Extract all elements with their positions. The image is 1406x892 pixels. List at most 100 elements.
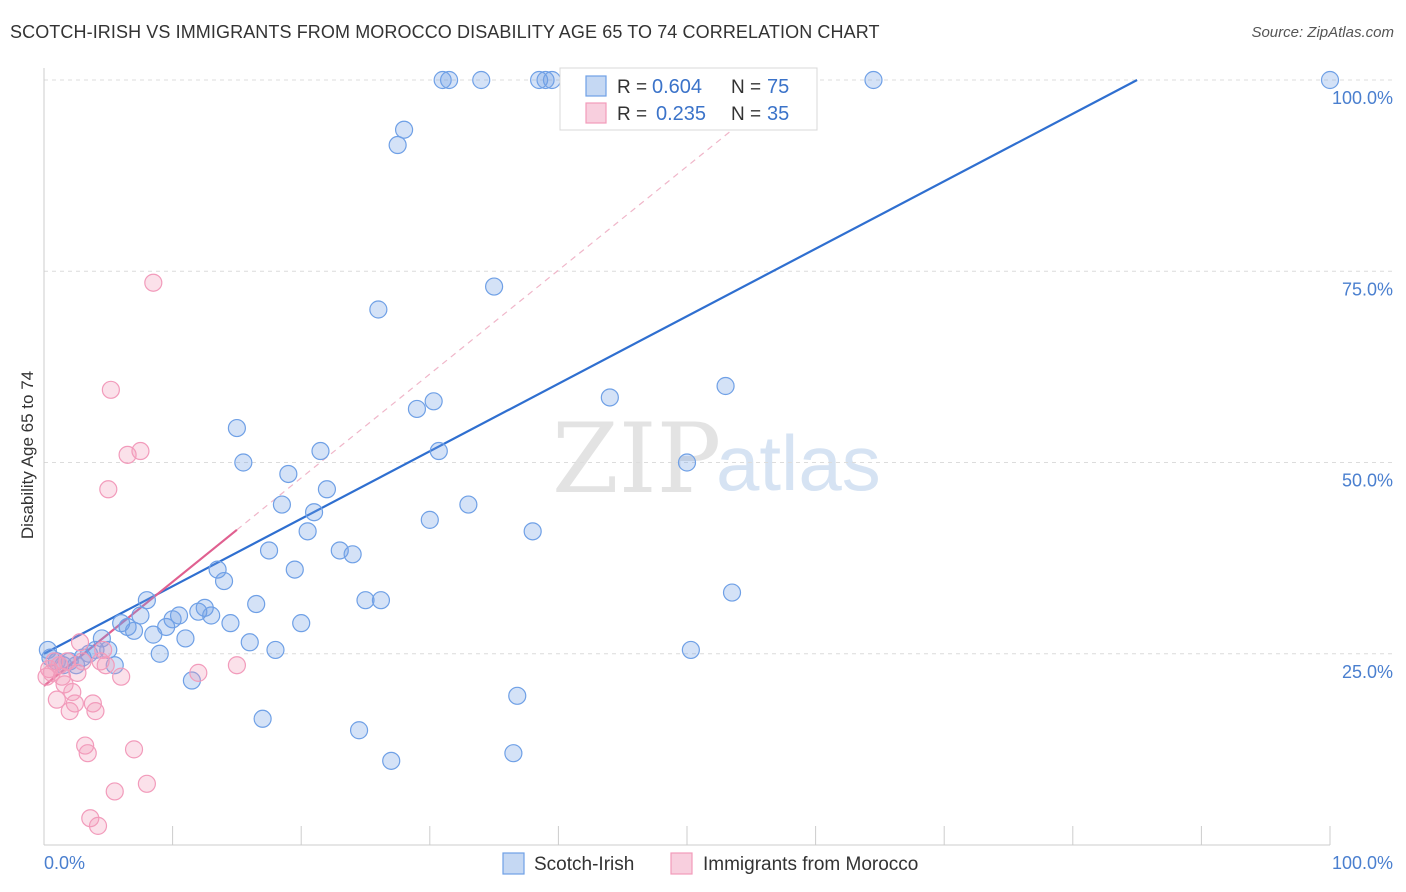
scotch-irish-point-69 [600,388,619,407]
scotch-irish-point-60 [459,495,478,514]
scotch-irish-point-48 [356,591,375,610]
morocco-point-2 [42,663,61,682]
scotch-irish-point-14 [124,621,144,640]
scotch-irish-point-39 [285,560,304,579]
legend-n-label-1: N = [731,77,761,98]
series-legend: Scotch-Irish Immigrants from Morocco [502,852,918,875]
legend-n-value-1: 75 [767,76,789,98]
series-1 [37,273,246,835]
morocco-point-8 [58,652,77,671]
scotch-irish-point-58 [433,70,452,90]
legend-r-value-1: 0.604 [652,76,702,98]
y-axis-label: Disability Age 65 to 74 [18,371,37,539]
scotch-irish-point-46 [343,545,362,564]
scotch-irish-point-59 [439,70,459,90]
y-tick-label-1: 75.0% [1342,279,1393,299]
scotch-irish-point-63 [504,744,523,763]
morocco-point-26 [105,782,124,801]
scotch-irish-point-8 [86,640,105,660]
scotch-irish-point-41 [298,522,317,541]
morocco-point-34 [227,656,246,675]
chart-title: SCOTCH-IRISH VS IMMIGRANTS FROM MOROCCO … [10,22,880,42]
morocco-point-20 [88,816,108,835]
scotch-irish-point-29 [221,614,240,633]
morocco-point-24 [99,480,118,499]
data-points [37,70,1340,835]
scotch-irish-point-31 [234,453,253,472]
morocco-point-33 [189,663,208,682]
x-tick-label-right: 100.0% [1332,853,1393,873]
scotch-irish-point-33 [247,594,266,614]
scotch-irish-point-27 [208,560,227,579]
scotch-irish-point-65 [523,522,542,541]
morocco-point-23 [96,656,115,675]
scotch-irish-point-70 [677,453,697,472]
correlation-legend: R = 0.604 N = 75 R = 0.235 N = 35 [559,67,818,131]
scotch-irish-point-18 [150,644,169,663]
legend-swatch-morocco [585,102,607,124]
scotch-irish-point-16 [137,591,156,610]
scotch-irish-point-62 [485,277,504,296]
morocco-point-32 [144,273,163,292]
scotch-irish-point-49 [369,300,388,319]
morocco-point-25 [101,380,120,399]
scotch-irish-point-68 [542,70,562,90]
scotch-irish-point-32 [240,633,259,652]
axes [43,68,1331,846]
scotch-irish-point-52 [388,135,407,155]
scotch-irish-point-64 [508,686,527,705]
scotch-irish-point-40 [292,614,311,633]
bottom-legend-label-scotch-irish: Scotch-Irish [534,854,634,875]
scotch-irish-point-36 [266,640,285,660]
morocco-point-13 [70,633,90,652]
watermark-zip: ZIP [552,403,721,515]
y-tick-label-3: 25.0% [1342,662,1393,682]
trend-line-0 [43,79,1138,655]
legend-n-value-2: 35 [767,103,789,125]
morocco-point-19 [86,702,105,721]
trend-extension-1 [236,113,752,531]
scotch-irish-point-51 [382,751,401,770]
trend-lines [43,79,1138,687]
legend-r-value-2: 0.235 [656,103,706,125]
scotch-irish-point-56 [424,392,443,411]
y-tick-label-2: 50.0% [1342,471,1393,491]
scotch-irish-point-44 [317,480,337,499]
gridlines [44,79,1392,655]
scotch-irish-point-55 [420,510,439,529]
legend-r-label-2: R = [617,104,647,125]
scotch-irish-point-15 [131,606,150,625]
scotch-irish-point-38 [279,464,298,484]
morocco-point-17 [81,809,100,828]
scotch-irish-point-66 [530,70,549,90]
morocco-point-29 [124,740,144,759]
scotch-irish-point-43 [311,441,330,461]
morocco-point-7 [55,675,74,694]
source-credit: Source: ZipAtlas.com [1251,24,1394,41]
scotch-irish-point-26 [202,606,221,625]
legend-swatch-scotch-irish [585,75,607,97]
scotch-irish-point-75 [1320,70,1340,90]
scotch-irish-point-71 [681,640,700,660]
scotch-irish-point-22 [176,629,195,648]
morocco-point-14 [73,652,92,671]
morocco-point-31 [137,774,156,793]
scotch-irish-point-34 [253,709,272,728]
scotch-irish-point-9 [92,629,111,648]
scotch-irish-point-35 [259,541,279,560]
x-tick-label-left: 0.0% [44,853,85,873]
y-tick-labels: 100.0% 75.0% 50.0% 25.0% [1332,88,1393,682]
scotch-irish-point-53 [394,120,414,139]
morocco-point-10 [63,682,82,702]
bottom-legend-label-morocco: Immigrants from Morocco [703,854,918,875]
morocco-point-4 [47,690,66,709]
scotch-irish-point-74 [864,70,883,90]
legend-n-label-2: N = [731,104,761,125]
scotch-irish-point-61 [472,70,491,90]
scotch-irish-point-42 [304,503,324,522]
legend-r-label-1: R = [617,77,647,98]
scotch-irish-point-57 [429,441,448,461]
bottom-legend-swatch-morocco [670,852,693,875]
morocco-point-16 [78,744,97,763]
